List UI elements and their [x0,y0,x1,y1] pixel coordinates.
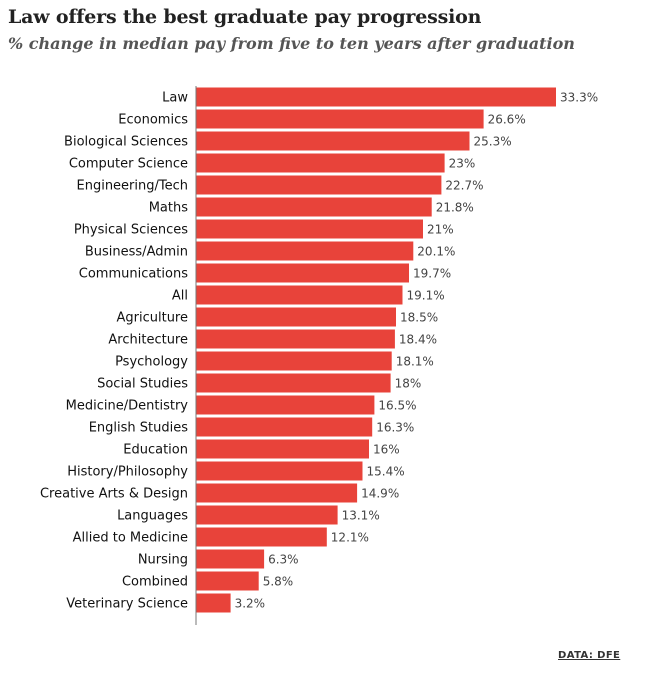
bar [196,263,409,283]
bar [196,351,392,371]
category-label: Communications [79,267,188,282]
category-label: Allied to Medicine [73,531,188,546]
bar [196,109,484,129]
value-label: 16.5% [378,399,416,413]
value-label: 19.1% [407,289,445,303]
category-label: Computer Science [69,157,188,172]
value-label: 18% [395,377,422,391]
category-label: Social Studies [97,377,188,392]
value-label: 21.8% [436,201,474,215]
bar [196,241,414,261]
value-label: 16.3% [376,421,414,435]
value-label: 23% [449,157,476,171]
value-label: 21% [427,223,454,237]
bar [196,285,403,305]
value-label: 13.1% [342,509,380,523]
value-label: 12.1% [331,531,369,545]
category-label: Maths [149,201,189,216]
category-label: Agriculture [117,311,189,326]
bar [196,549,265,569]
value-label: 16% [373,443,400,457]
bar [196,131,470,151]
value-label: 3.2% [235,597,266,611]
category-label: Biological Sciences [64,135,188,150]
category-label: Education [123,443,188,458]
bar [196,373,391,393]
value-label: 14.9% [361,487,399,501]
category-label: Medicine/Dentistry [66,399,189,414]
category-label: English Studies [89,421,189,436]
bar [196,527,327,547]
bar [196,153,445,173]
bar [196,439,369,459]
bar [196,593,231,613]
category-label: Physical Sciences [74,223,188,238]
value-label: 33.3% [560,91,598,105]
category-label: Nursing [138,553,188,568]
value-label: 18.4% [399,333,437,347]
bar [196,505,338,525]
bar [196,417,373,437]
bar [196,175,442,195]
category-label: History/Philosophy [67,465,188,480]
category-label: Engineering/Tech [77,179,189,194]
chart-title: Law offers the best graduate pay progres… [8,6,482,28]
value-label: 25.3% [474,135,512,149]
bar [196,329,395,349]
value-label: 22.7% [445,179,483,193]
category-label: Business/Admin [85,245,188,260]
category-label: Creative Arts & Design [40,487,188,502]
value-label: 18.1% [396,355,434,369]
data-source: DATA: DFE [558,650,621,661]
value-label: 5.8% [263,575,294,589]
bar [196,197,432,217]
value-label: 15.4% [367,465,405,479]
value-label: 26.6% [488,113,526,127]
category-label: Veterinary Science [66,597,188,612]
bar [196,571,259,591]
bar [196,219,423,239]
category-label: Architecture [108,333,188,348]
category-label: Economics [118,113,188,128]
value-label: 19.7% [413,267,451,281]
category-label: Combined [122,575,188,590]
bar [196,483,358,503]
category-label: All [172,289,188,304]
value-label: 20.1% [417,245,455,259]
value-label: 6.3% [268,553,299,567]
category-label: Languages [117,509,188,524]
bar [196,395,375,415]
bar [196,307,396,327]
bar [196,461,363,481]
chart-subtitle: % change in median pay from five to ten … [8,34,575,53]
category-label: Psychology [115,355,188,370]
category-label: Law [162,91,188,106]
bar [196,87,556,107]
value-label: 18.5% [400,311,438,325]
